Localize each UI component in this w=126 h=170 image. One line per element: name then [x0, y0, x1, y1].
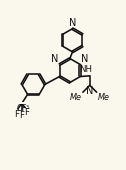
Text: N: N: [81, 54, 89, 64]
Text: Me: Me: [70, 93, 82, 102]
FancyBboxPatch shape: [15, 102, 30, 105]
Text: F: F: [19, 111, 24, 120]
Text: Me: Me: [97, 93, 109, 102]
Text: N: N: [86, 86, 94, 96]
Text: N: N: [51, 54, 58, 64]
Text: F: F: [14, 109, 19, 118]
Text: $_3$: $_3$: [25, 104, 30, 112]
Text: F: F: [24, 108, 29, 117]
Text: CF: CF: [16, 104, 27, 113]
Text: NH: NH: [79, 65, 92, 74]
Text: N: N: [69, 18, 76, 28]
